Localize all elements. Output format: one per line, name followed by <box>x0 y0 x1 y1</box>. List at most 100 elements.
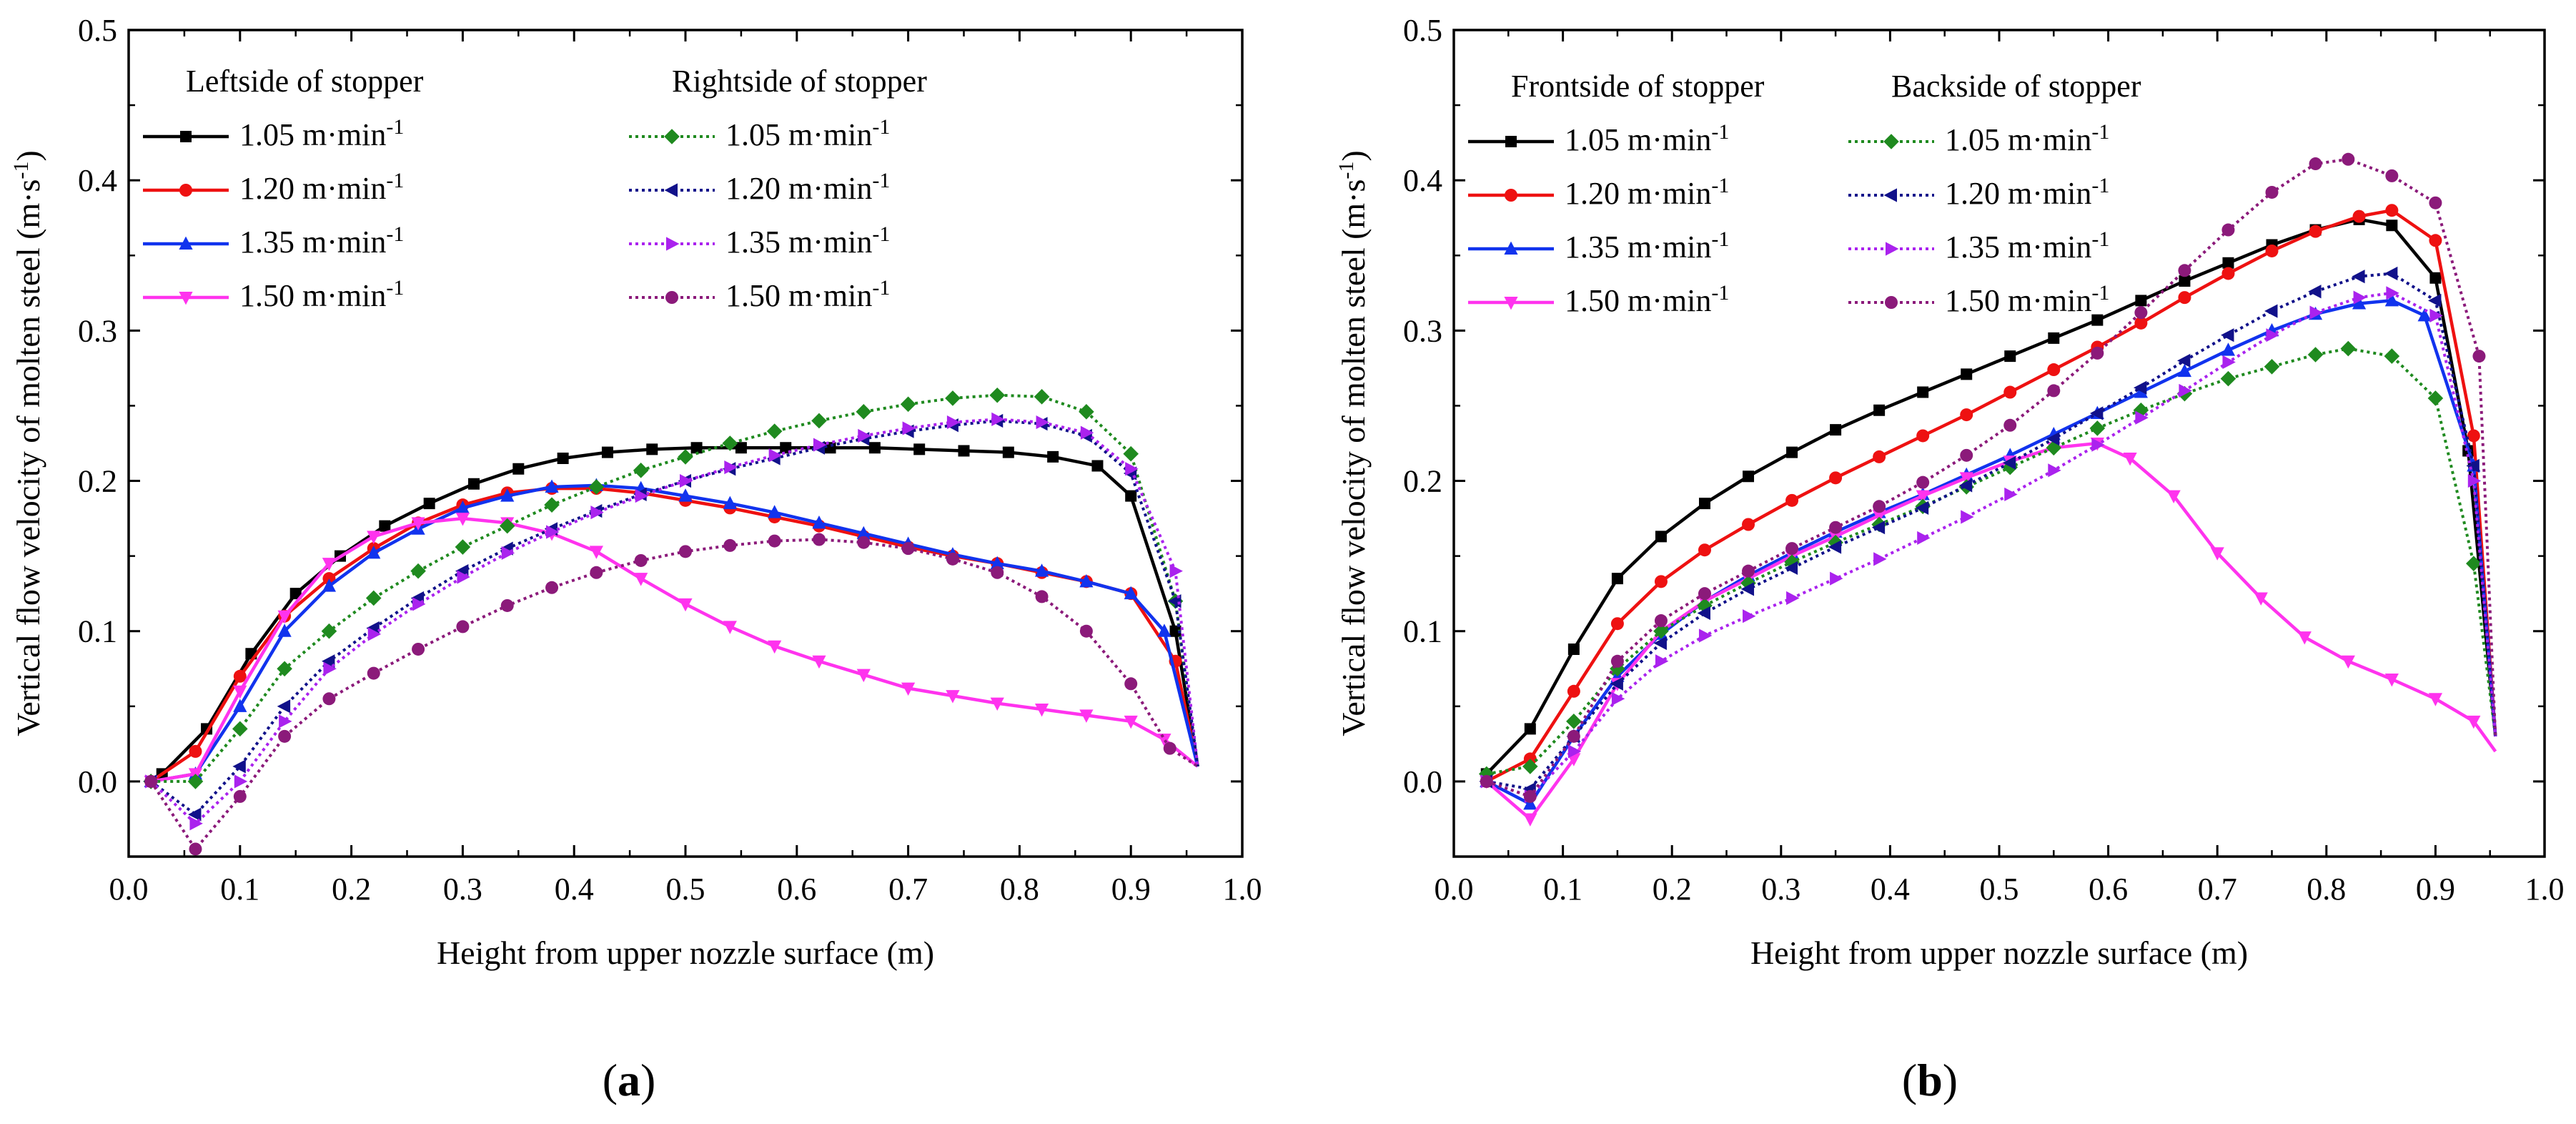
data-point <box>678 449 693 465</box>
legend-label: 1.05 m·min-1 <box>1945 120 2109 157</box>
x-tick-label: 0.5 <box>666 872 705 907</box>
data-point <box>1961 368 1973 380</box>
legend-label: 1.20 m·min-1 <box>725 169 890 206</box>
data-point <box>279 714 292 729</box>
data-point <box>322 692 336 706</box>
data-point <box>900 396 916 413</box>
data-point <box>1915 501 1929 515</box>
data-point <box>189 817 203 831</box>
data-point <box>2177 363 2192 378</box>
data-point <box>2133 402 2149 418</box>
data-point <box>945 390 961 406</box>
data-point <box>913 443 926 455</box>
legend-label: 1.50 m·min-1 <box>1565 281 1729 318</box>
data-point <box>1785 493 1799 507</box>
data-point <box>958 445 970 457</box>
data-point <box>646 443 658 455</box>
data-point <box>634 573 648 586</box>
data-point <box>1784 561 1798 576</box>
data-point <box>1655 654 1669 669</box>
data-point <box>2429 272 2442 284</box>
data-point <box>233 669 247 683</box>
data-point <box>2222 257 2234 269</box>
data-point <box>2091 314 2104 326</box>
data-point <box>1698 543 1711 557</box>
data-point <box>946 690 960 704</box>
legend-label: 1.50 m·min-1 <box>1945 281 2109 318</box>
data-point <box>2429 308 2443 322</box>
data-point <box>457 570 470 584</box>
data-point <box>189 744 202 758</box>
series-b-1_20 <box>1479 266 2497 797</box>
data-point <box>1169 625 1182 637</box>
data-point <box>990 697 1004 711</box>
data-point <box>1916 475 1930 489</box>
series-b-1_50 <box>144 533 1199 856</box>
data-point <box>1654 614 1668 628</box>
data-point <box>1157 734 1171 747</box>
data-point <box>412 642 425 656</box>
data-point <box>2308 285 2322 299</box>
data-point <box>365 590 382 606</box>
data-point <box>2467 429 2480 443</box>
data-point <box>2222 355 2236 370</box>
data-point <box>1610 676 1623 691</box>
data-point <box>1873 450 1886 463</box>
data-point <box>1123 445 1139 462</box>
data-point <box>1872 509 1886 523</box>
data-point <box>2353 290 2367 305</box>
y-tick-label: 0.3 <box>78 313 117 348</box>
data-point <box>367 531 381 544</box>
data-point <box>1654 575 1668 588</box>
data-point <box>1079 624 1093 638</box>
data-point <box>1524 723 1536 735</box>
data-point <box>1080 425 1094 440</box>
data-point <box>2428 293 2442 307</box>
data-point <box>1785 542 1799 556</box>
data-point <box>277 610 292 624</box>
legend-marker <box>1883 188 1897 202</box>
data-point <box>2178 291 2191 305</box>
plot-frame <box>127 29 1244 858</box>
data-point <box>546 525 560 539</box>
series-line <box>1486 347 2497 776</box>
x-tick-label: 0.3 <box>1761 872 1800 907</box>
data-point <box>2133 380 2147 395</box>
data-point <box>991 412 1005 426</box>
data-point <box>367 627 382 641</box>
series-line <box>149 418 1199 825</box>
data-point <box>2352 270 2365 284</box>
data-point <box>635 488 649 503</box>
data-point <box>323 661 337 676</box>
data-point <box>1002 446 1014 458</box>
y-tick-label: 0.0 <box>1403 764 1442 799</box>
data-point <box>2384 266 2398 281</box>
data-point <box>2467 473 2482 488</box>
data-point <box>901 542 915 556</box>
data-point <box>277 699 291 714</box>
x-tick-label: 1.0 <box>1223 872 1262 907</box>
data-point <box>902 421 916 435</box>
x-tick-label: 0.9 <box>2416 872 2455 907</box>
data-point <box>501 546 515 561</box>
x-tick-label: 0.0 <box>1435 872 1474 907</box>
legend-marker <box>666 237 680 251</box>
data-point <box>633 463 649 478</box>
series-b-1_35 <box>145 412 1199 831</box>
data-point <box>467 478 480 490</box>
data-point <box>2135 410 2149 425</box>
data-point <box>2384 292 2399 307</box>
y-tick-label: 0.1 <box>78 614 117 649</box>
data-point <box>1124 715 1138 729</box>
data-point <box>367 546 381 559</box>
legend-marker <box>1504 297 1518 310</box>
y-tick-label: 0.4 <box>1403 163 1442 198</box>
legend-label: 1.05 m·min-1 <box>725 115 890 152</box>
data-point <box>2309 305 2323 320</box>
data-point <box>456 620 470 634</box>
data-point <box>412 597 426 611</box>
data-point <box>1871 521 1886 535</box>
data-point <box>2297 631 2312 645</box>
data-point <box>2091 438 2105 452</box>
